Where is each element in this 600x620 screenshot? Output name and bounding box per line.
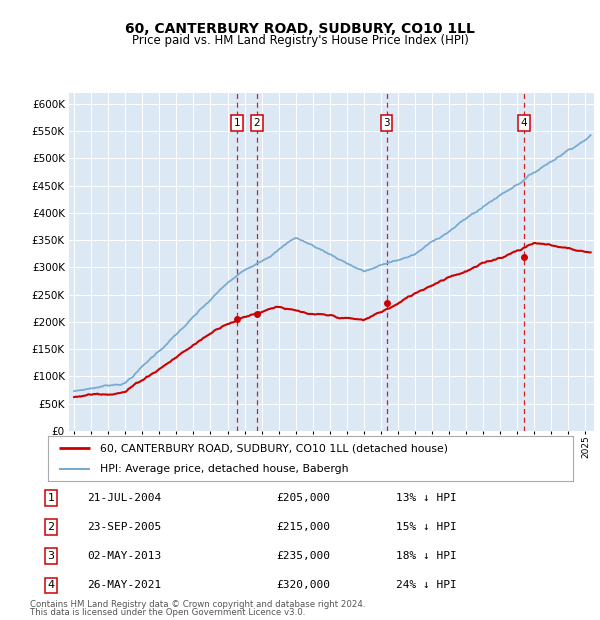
Text: 4: 4 [47, 580, 55, 590]
Text: 02-MAY-2013: 02-MAY-2013 [87, 551, 161, 561]
Text: 23-SEP-2005: 23-SEP-2005 [87, 522, 161, 532]
Text: 15% ↓ HPI: 15% ↓ HPI [396, 522, 457, 532]
Text: 18% ↓ HPI: 18% ↓ HPI [396, 551, 457, 561]
Text: 21-JUL-2004: 21-JUL-2004 [87, 493, 161, 503]
Text: Contains HM Land Registry data © Crown copyright and database right 2024.: Contains HM Land Registry data © Crown c… [30, 600, 365, 609]
Text: 4: 4 [521, 118, 527, 128]
Text: £205,000: £205,000 [276, 493, 330, 503]
Text: £235,000: £235,000 [276, 551, 330, 561]
Text: 60, CANTERBURY ROAD, SUDBURY, CO10 1LL: 60, CANTERBURY ROAD, SUDBURY, CO10 1LL [125, 22, 475, 36]
Text: £215,000: £215,000 [276, 522, 330, 532]
Text: Price paid vs. HM Land Registry's House Price Index (HPI): Price paid vs. HM Land Registry's House … [131, 34, 469, 47]
Text: 3: 3 [47, 551, 55, 561]
Text: 26-MAY-2021: 26-MAY-2021 [87, 580, 161, 590]
Text: 1: 1 [233, 118, 240, 128]
Text: 2: 2 [47, 522, 55, 532]
Text: 24% ↓ HPI: 24% ↓ HPI [396, 580, 457, 590]
Text: 2: 2 [254, 118, 260, 128]
Text: 1: 1 [47, 493, 55, 503]
Text: 60, CANTERBURY ROAD, SUDBURY, CO10 1LL (detached house): 60, CANTERBURY ROAD, SUDBURY, CO10 1LL (… [101, 443, 449, 453]
Text: HPI: Average price, detached house, Babergh: HPI: Average price, detached house, Babe… [101, 464, 349, 474]
Text: 3: 3 [383, 118, 390, 128]
Text: 13% ↓ HPI: 13% ↓ HPI [396, 493, 457, 503]
Text: £320,000: £320,000 [276, 580, 330, 590]
Text: This data is licensed under the Open Government Licence v3.0.: This data is licensed under the Open Gov… [30, 608, 305, 617]
